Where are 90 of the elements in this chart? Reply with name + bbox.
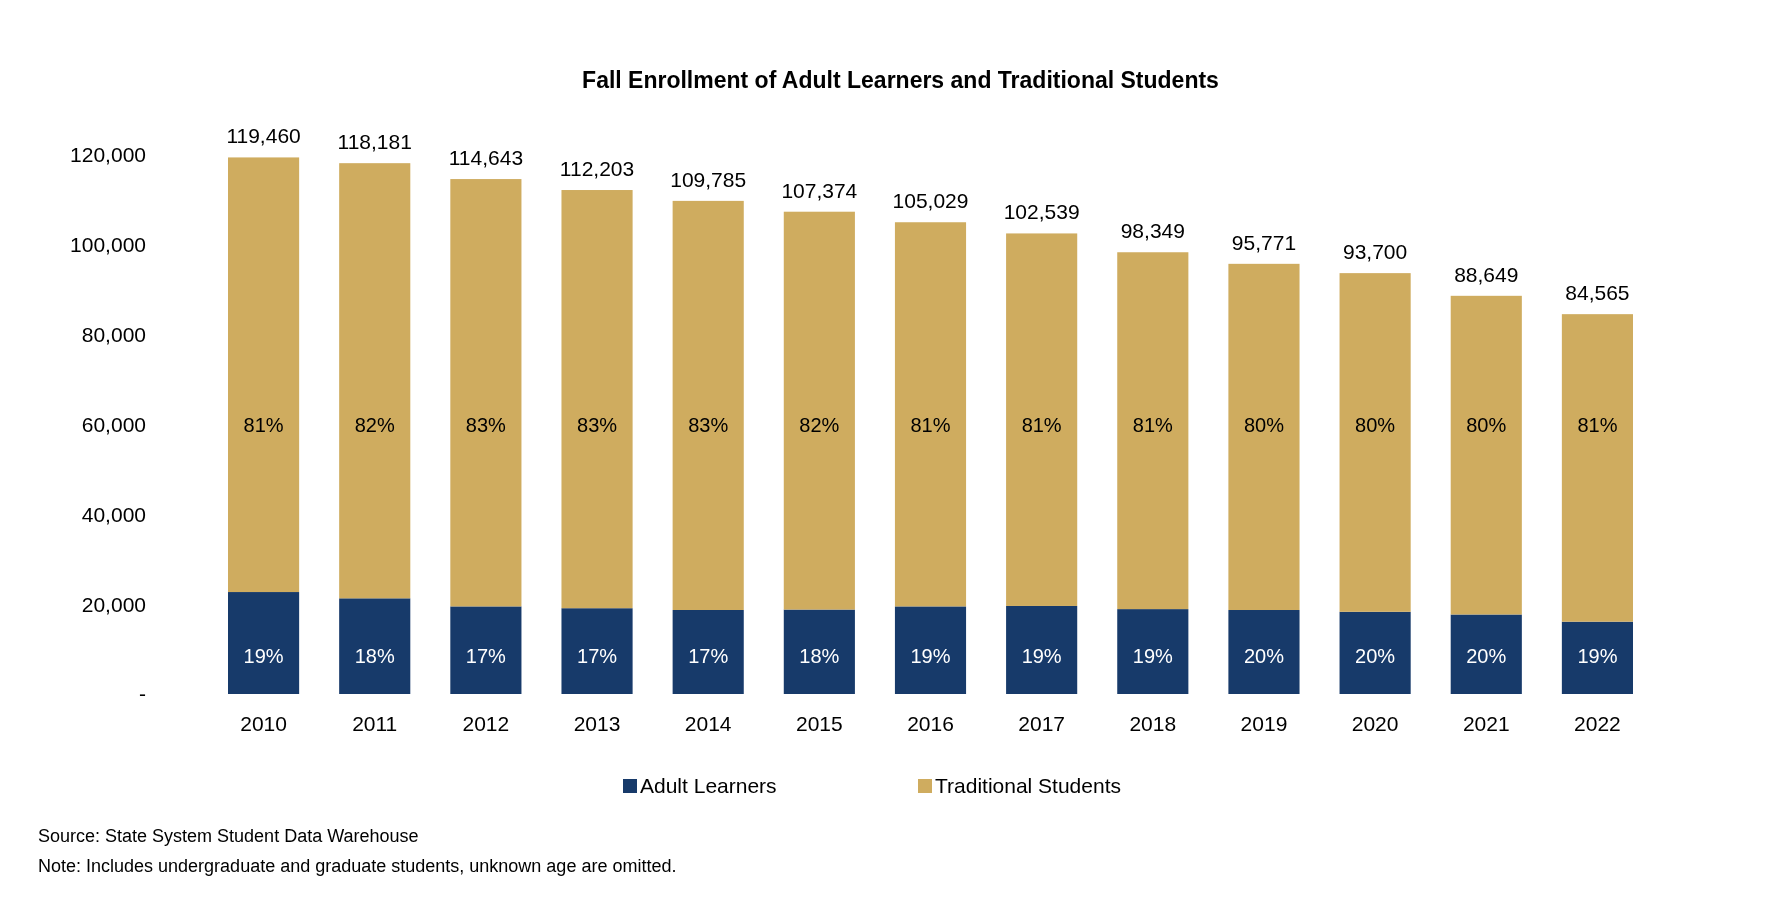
annotation: 17% (577, 645, 618, 667)
y-tick-label: 120,000 (70, 143, 146, 167)
annotation: 83% (465, 413, 507, 436)
bar (1006, 233, 1078, 606)
annotation: 80% (1466, 413, 1507, 436)
bar (561, 190, 633, 609)
bar (1228, 610, 1300, 694)
bar (672, 200, 744, 611)
total-label: 107,374 (781, 178, 858, 202)
bar (228, 592, 300, 694)
bar (1228, 263, 1300, 611)
total-label: 118,181 (337, 130, 412, 154)
annotation: 20% (1466, 645, 1507, 667)
x-tick-label: 2022 (1574, 712, 1621, 735)
y-tick-label: 60,000 (81, 412, 146, 436)
x-tick-label: 2010 (240, 712, 287, 735)
annotation: 17% (688, 645, 729, 667)
annotation: 80% (1243, 413, 1285, 436)
annotation: 19% (910, 645, 951, 667)
total-label: 98,349 (1120, 219, 1185, 243)
annotation: 80% (1355, 413, 1396, 436)
annotation: 82% (354, 413, 395, 436)
y-tick-label: - (139, 682, 146, 706)
annotation: 83% (688, 413, 729, 436)
x-tick-label: 2016 (907, 712, 954, 735)
bar (339, 598, 411, 694)
bar (1006, 605, 1078, 694)
x-tick-label: 2012 (462, 712, 510, 735)
source-note: Source: State System Student Data Warehouse (38, 826, 419, 846)
annotation: 17% (465, 645, 507, 667)
x-tick-label: 2014 (684, 712, 732, 735)
x-tick-label: 2015 (795, 712, 843, 735)
x-tick-label: 2017 (1018, 712, 1066, 735)
x-tick-label: 2011 (352, 712, 398, 735)
y-tick-label: 80,000 (81, 323, 146, 347)
x-tick-label: 2018 (1129, 712, 1177, 735)
annotation: 81% (910, 413, 951, 436)
annotation: 20% (1355, 645, 1396, 667)
annotation: 81% (1132, 413, 1174, 436)
bar (561, 608, 633, 694)
bar (1561, 314, 1633, 622)
total-label: 84,565 (1565, 281, 1630, 305)
total-label: 93,700 (1343, 240, 1408, 264)
annotation: 19% (243, 645, 284, 667)
annotation: 18% (354, 645, 395, 667)
x-tick-label: 2019 (1240, 712, 1288, 735)
y-tick-label: 100,000 (70, 233, 146, 257)
bar (228, 157, 300, 593)
y-tick-label: 20,000 (81, 592, 146, 616)
text: Note: Includes undergraduate and graduate students, unknown age are omitted. (38, 856, 677, 876)
y-tick-label: 40,000 (81, 502, 146, 526)
bar (783, 211, 855, 610)
annotation: 19% (1021, 645, 1062, 667)
annotation: 19% (1577, 645, 1618, 667)
bar (1339, 611, 1411, 694)
x-tick-label: 2021 (1462, 712, 1510, 735)
total-label: 88,649 (1454, 262, 1519, 286)
bar (1117, 252, 1189, 610)
annotation: 81% (1021, 413, 1062, 436)
bar (1450, 295, 1522, 615)
total-label: 105,029 (892, 189, 969, 213)
bar (1117, 609, 1189, 694)
x-tick-label: 2020 (1351, 712, 1399, 735)
annotation: 18% (799, 645, 840, 667)
bar (783, 609, 855, 694)
legend-label: Traditional Students (935, 774, 1121, 798)
total-label: 112,203 (559, 157, 635, 181)
bar (1561, 621, 1633, 694)
bar (450, 179, 522, 607)
bar (894, 222, 967, 607)
total-label: 102,539 (1003, 200, 1080, 224)
annotation: 83% (577, 413, 618, 436)
annotation: 19% (1132, 645, 1174, 667)
annotation: 20% (1243, 645, 1285, 667)
total-label: 109,785 (670, 167, 747, 191)
x-tick-label: 2013 (573, 712, 621, 735)
total-label: 114,643 (448, 146, 524, 170)
bar (339, 163, 411, 599)
annotation: 81% (1577, 413, 1618, 436)
legend-label: Adult Learners (640, 774, 777, 798)
total-label: 119,460 (226, 124, 301, 148)
bar (672, 610, 744, 694)
annotation: 81% (243, 413, 284, 436)
annotation: 82% (799, 413, 840, 436)
bar (1450, 614, 1522, 694)
bar (1339, 273, 1411, 612)
bar (894, 606, 967, 694)
bar (450, 606, 522, 694)
chart-title: Fall Enrollment of Adult Learners and Traditional Students (582, 67, 1219, 93)
total-label: 95,771 (1231, 230, 1297, 254)
